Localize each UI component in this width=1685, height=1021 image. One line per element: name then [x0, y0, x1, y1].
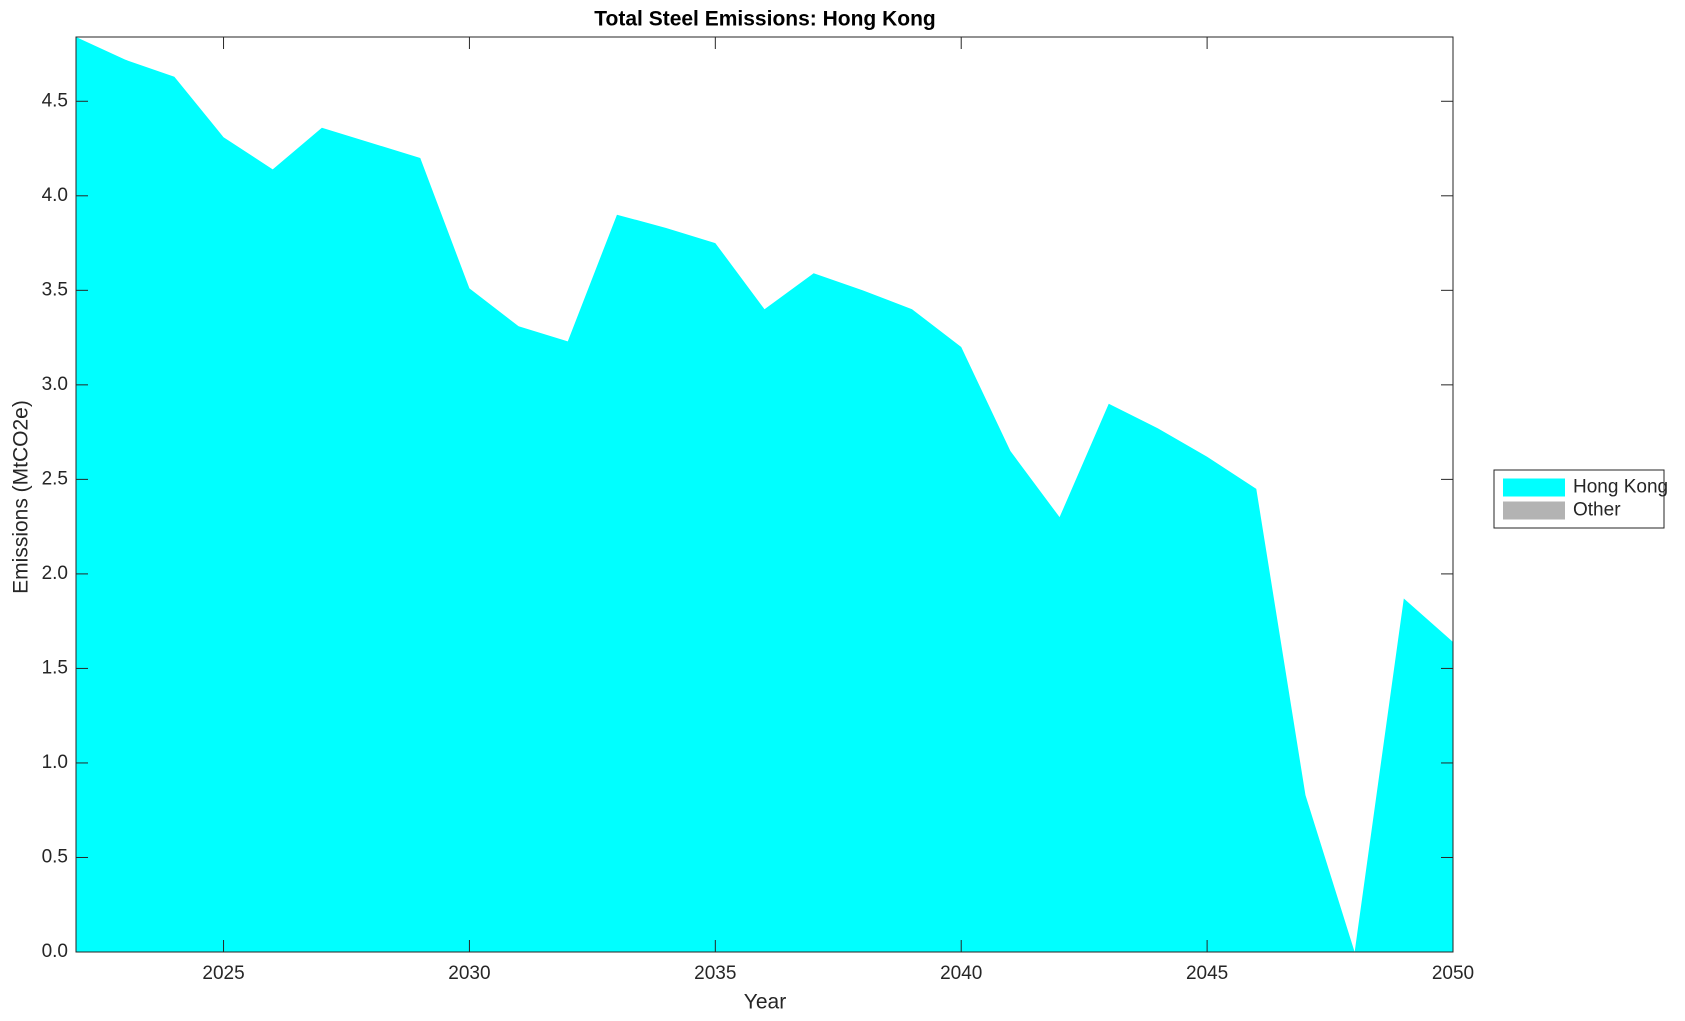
- x-tick-label: 2035: [694, 963, 736, 984]
- x-tick-label: 2040: [940, 963, 982, 984]
- legend-label: Hong Kong: [1573, 477, 1668, 498]
- y-axis-label: Emissions (MtCO2e): [10, 400, 33, 594]
- y-tick-label: 2.5: [42, 468, 68, 489]
- y-tick-label: 1.5: [42, 657, 68, 678]
- x-tick-label: 2030: [448, 963, 490, 984]
- y-tick-label: 3.0: [42, 374, 68, 395]
- y-tick-label: 3.5: [42, 279, 68, 300]
- y-tick-label: 4.5: [42, 90, 68, 111]
- x-tick-label: 2025: [202, 963, 244, 984]
- y-tick-label: 0.0: [42, 941, 68, 962]
- legend-swatch: [1503, 501, 1565, 520]
- y-tick-label: 1.0: [42, 752, 68, 773]
- y-tick-label: 4.0: [42, 185, 68, 206]
- legend-swatch: [1503, 478, 1565, 497]
- legend-label: Other: [1573, 500, 1621, 521]
- x-tick-label: 2050: [1432, 963, 1474, 984]
- x-tick-label: 2045: [1186, 963, 1228, 984]
- area: [76, 37, 1453, 952]
- x-axis-label: Year: [744, 991, 786, 1014]
- plot-frame: [75, 36, 1454, 953]
- chart-title: Total Steel Emissions: Hong Kong: [594, 8, 935, 31]
- y-tick-label: 0.5: [42, 846, 68, 867]
- y-tick-label: 2.0: [42, 563, 68, 584]
